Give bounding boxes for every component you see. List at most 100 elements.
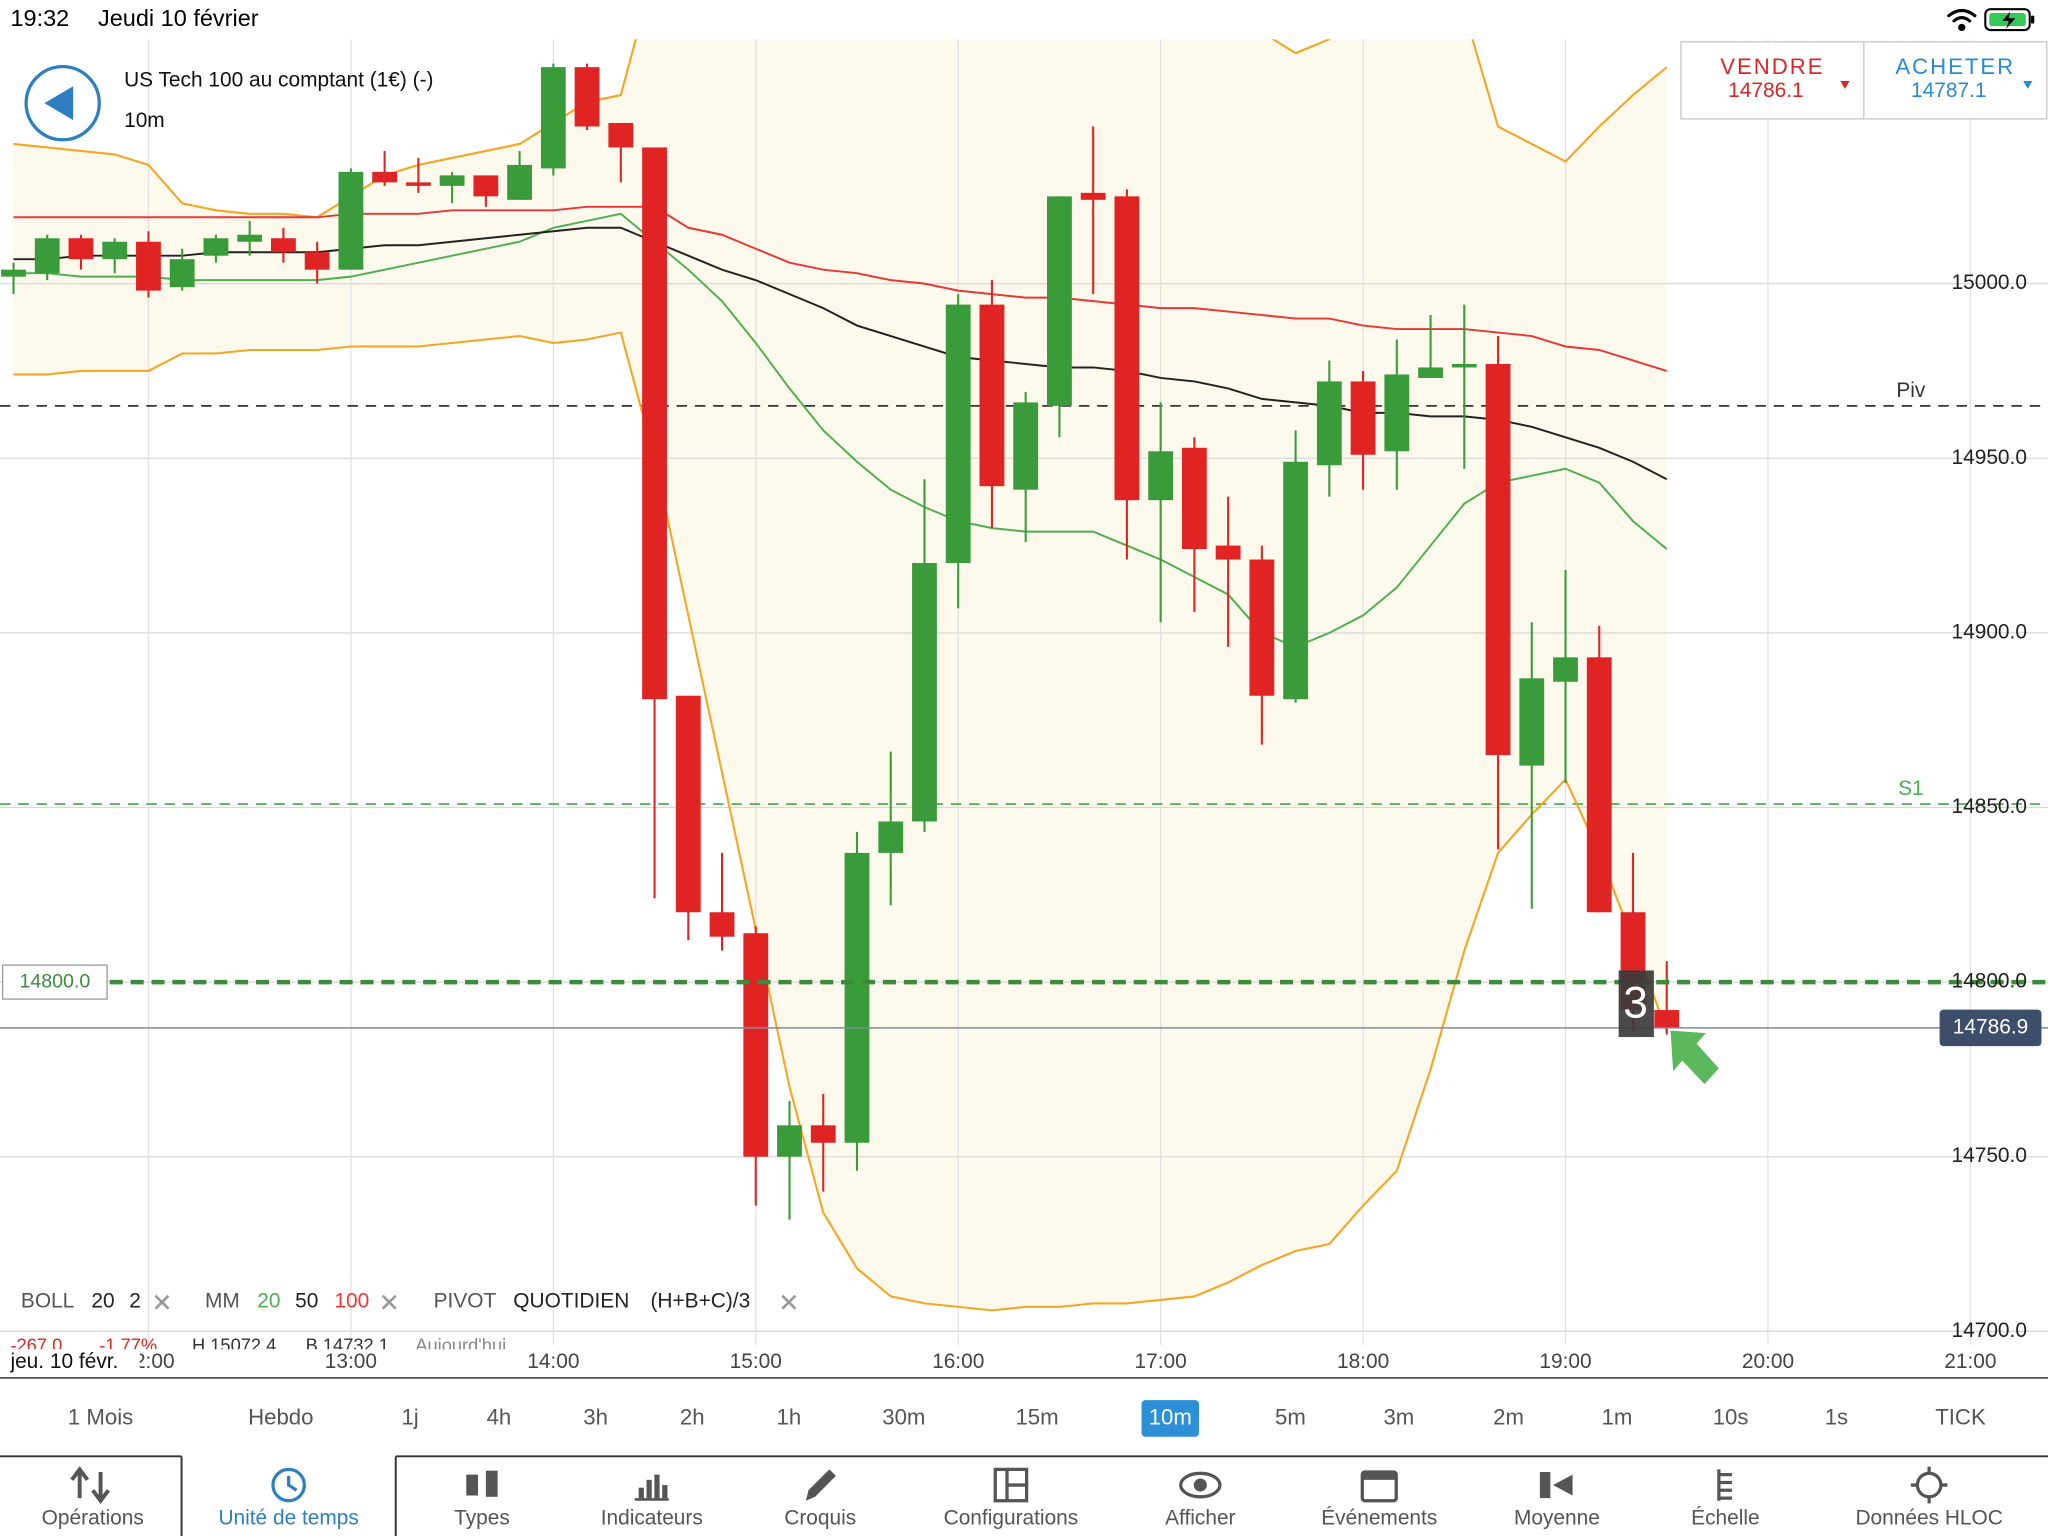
remove-indicator[interactable]	[381, 1294, 397, 1310]
indicator-param: 50	[295, 1290, 318, 1313]
candle-body	[102, 241, 128, 260]
candle-body	[675, 695, 701, 913]
candle-body	[1586, 657, 1612, 913]
pivot-label: Piv	[1896, 379, 1926, 402]
candle-body	[1519, 678, 1545, 766]
candle-body	[810, 1125, 836, 1143]
remove-indicator[interactable]	[781, 1294, 797, 1310]
sell-button[interactable]: VENDRE 14786.1	[1720, 54, 1850, 102]
toolbar-label: Données HLOC	[1855, 1507, 2002, 1530]
candle-body	[1148, 451, 1174, 501]
instrument-name: US Tech 100 au comptant (1€) (-)	[124, 68, 433, 91]
candle-body	[439, 175, 465, 186]
timeframe-button[interactable]: 1j	[401, 1404, 418, 1429]
buy-button[interactable]: ACHETER 14787.1	[1895, 54, 2033, 102]
timeframe-button[interactable]: 5m	[1275, 1404, 1306, 1429]
x-tick-label: 21:00	[1944, 1350, 1996, 1373]
candle-body	[912, 563, 937, 822]
y-tick-label: 14900.0	[1951, 620, 2026, 643]
timeframe-button[interactable]: 3m	[1383, 1404, 1414, 1429]
timeframe-button[interactable]: 30m	[882, 1404, 925, 1429]
candle-body	[1553, 657, 1578, 682]
toolbar-label: Opérations	[42, 1507, 144, 1530]
toolbar-button[interactable]: Événements	[1321, 1470, 1437, 1530]
toolbar-icon	[805, 1469, 836, 1501]
timeframe-button[interactable]: 1s	[1825, 1404, 1848, 1429]
toolbar-button[interactable]: Unité de temps	[218, 1467, 359, 1530]
timeframe-button[interactable]: 4h	[487, 1404, 512, 1429]
candle-body	[169, 259, 195, 288]
toolbar-button[interactable]: Configurations	[944, 1467, 1079, 1530]
timeframe-button[interactable]: 2h	[680, 1404, 705, 1429]
toolbar-button[interactable]: Données HLOC	[1855, 1466, 2003, 1530]
candle-body	[237, 234, 263, 242]
plot-area	[0, 39, 2048, 1346]
bottom-bars: 12:00 13:00 14:00 15:00 16:00 17:00 18:00 19:00…	[0, 1349, 2048, 1536]
indicator-param: 2	[129, 1290, 141, 1313]
candle-body	[608, 122, 634, 148]
pointer-arrow	[1670, 1030, 1719, 1085]
date-label: jeu. 10 févr.	[9, 1350, 118, 1373]
toolbar-label: Unité de temps	[218, 1507, 358, 1530]
timeframe-label: 2h	[680, 1404, 705, 1429]
toolbar-button[interactable]: Types	[454, 1470, 510, 1530]
timeframe-label: 1m	[1602, 1404, 1633, 1429]
toolbar-icon	[1193, 1478, 1207, 1492]
timeframe-button[interactable]: 1h	[777, 1404, 802, 1429]
toolbar-icon	[993, 1467, 1029, 1503]
remove-indicator[interactable]	[154, 1294, 170, 1310]
back-button[interactable]	[24, 64, 101, 142]
bollinger-lower	[13, 331, 1668, 1312]
y-tick-label: 14850.0	[1951, 795, 2026, 818]
candle-body	[1418, 367, 1443, 378]
timeframe-label: 1s	[1825, 1404, 1848, 1429]
timeframe-label: 30m	[882, 1404, 925, 1429]
candle-body	[743, 933, 769, 1157]
x-tick-label: 14:00	[527, 1350, 579, 1373]
overlay: 19:32 Jeudi 10 février US Tech 100 au co…	[1, 4, 2048, 1355]
timeframe-label: 15m	[1015, 1404, 1058, 1429]
timeframe-label: 10m	[1149, 1404, 1192, 1429]
toolbar-label: Événements	[1321, 1507, 1437, 1530]
indicator-name: MM	[205, 1290, 240, 1313]
candle-body	[473, 175, 499, 197]
x-tick-label: 18:00	[1337, 1350, 1389, 1373]
stat: B 14732.1	[306, 1334, 389, 1355]
toolbar-button[interactable]: Échelle	[1691, 1469, 1760, 1530]
toolbar-button[interactable]: Moyenne	[1514, 1472, 1600, 1530]
candle-body	[1283, 461, 1309, 700]
toolbar-label: Indicateurs	[601, 1507, 703, 1530]
y-tick-label: 15000.0	[1951, 271, 2026, 294]
toolbar-icon	[1539, 1472, 1551, 1499]
indicator-name: BOLL	[21, 1290, 74, 1313]
timeframe-button[interactable]: 10s	[1713, 1404, 1749, 1429]
toolbar-button[interactable]: Opérations	[42, 1466, 144, 1530]
toolbar-icon	[1910, 1466, 1948, 1504]
toolbar-button[interactable]: Indicateurs	[601, 1474, 703, 1530]
timeframe-button[interactable]: TICK	[1935, 1404, 1986, 1429]
candle-body	[878, 821, 904, 853]
timeframe-button[interactable]: 2m	[1493, 1404, 1524, 1429]
timeframe-button[interactable]: 15m	[1015, 1404, 1058, 1429]
timeframe-button[interactable]: 1m	[1602, 1404, 1633, 1429]
timeframe-button[interactable]: 3h	[583, 1404, 608, 1429]
candle-body	[338, 171, 364, 270]
candle-body	[1384, 374, 1410, 452]
toolbar-icon	[1717, 1469, 1732, 1501]
status-time: 19:32	[10, 5, 69, 31]
timeframe-label: 10s	[1713, 1404, 1749, 1429]
toolbar-button[interactable]: Croquis	[784, 1469, 856, 1530]
timeframe-button[interactable]: 10m	[1141, 1400, 1200, 1437]
status-date: Jeudi 10 février	[98, 5, 259, 31]
toolbar-label: Croquis	[784, 1507, 856, 1530]
moving-average	[13, 205, 1668, 372]
toolbar-label: Afficher	[1165, 1507, 1235, 1530]
timeframe-button[interactable]: Hebdo	[248, 1404, 313, 1429]
order-label: 14800.0	[19, 970, 90, 992]
indicator-param: 20	[257, 1290, 280, 1313]
timeframe-label: 1j	[401, 1404, 418, 1429]
battery-icon	[1984, 8, 2035, 32]
timeframe-button[interactable]: 1 Mois	[68, 1404, 133, 1429]
toolbar-button[interactable]: Afficher	[1165, 1471, 1236, 1530]
